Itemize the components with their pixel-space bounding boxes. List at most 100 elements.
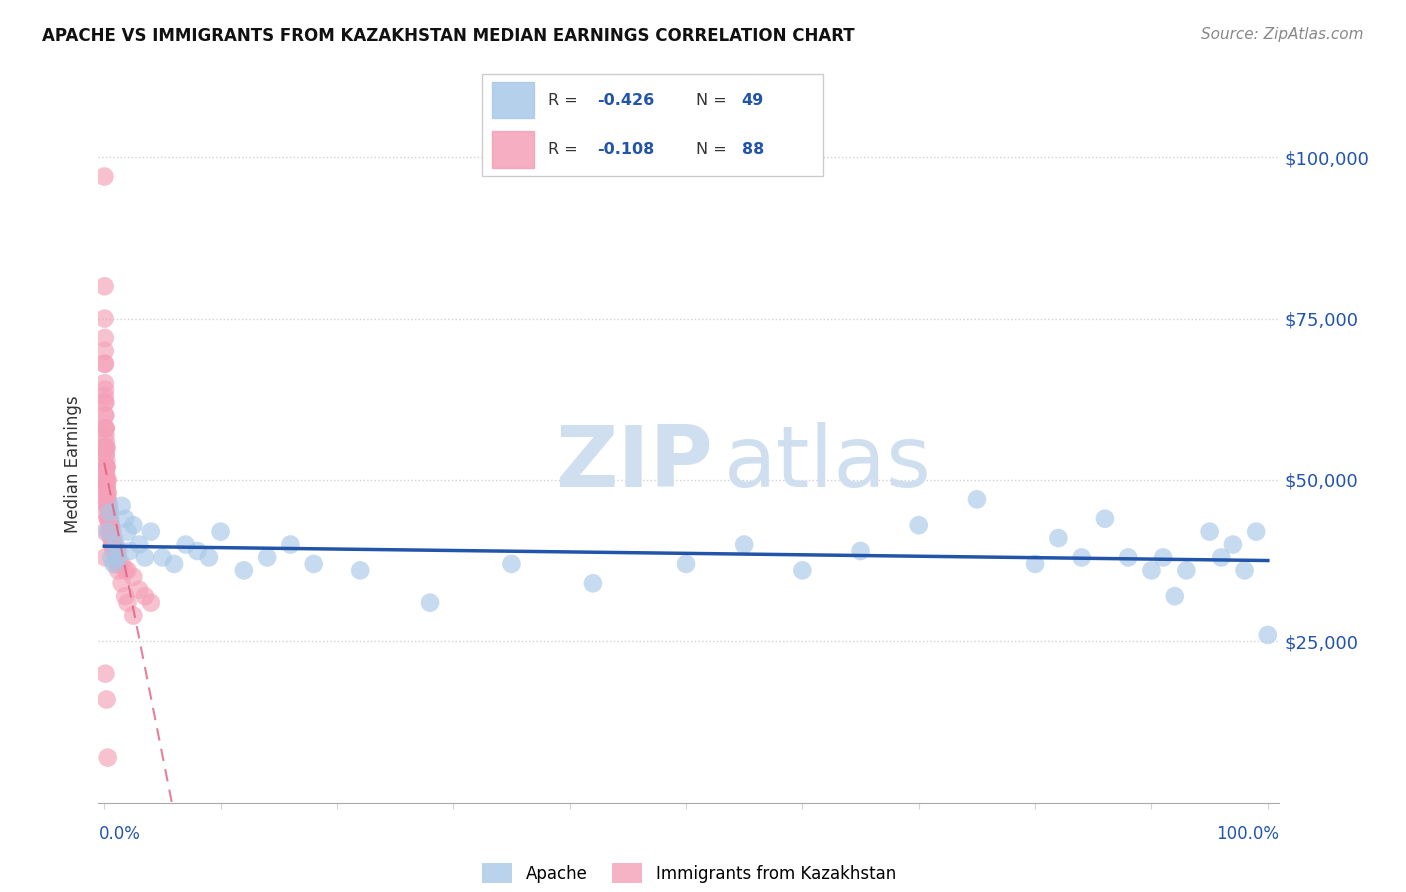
Point	[104, 537, 127, 551]
Point	[103, 544, 125, 558]
Point	[1140, 563, 1163, 577]
Point	[349, 563, 371, 577]
Point	[93, 473, 115, 487]
Point	[198, 550, 221, 565]
Point	[849, 544, 872, 558]
Point	[96, 460, 118, 475]
Point	[128, 537, 150, 551]
Point	[419, 596, 441, 610]
Point	[1233, 563, 1256, 577]
Point	[94, 486, 117, 500]
Text: APACHE VS IMMIGRANTS FROM KAZAKHSTAN MEDIAN EARNINGS CORRELATION CHART: APACHE VS IMMIGRANTS FROM KAZAKHSTAN MED…	[42, 27, 855, 45]
Point	[93, 343, 115, 358]
Point	[94, 550, 117, 565]
Point	[94, 524, 117, 539]
Point	[93, 441, 115, 455]
Point	[104, 537, 127, 551]
FancyBboxPatch shape	[481, 73, 823, 177]
Point	[96, 473, 118, 487]
Point	[97, 512, 120, 526]
Point	[94, 421, 117, 435]
Point	[104, 544, 127, 558]
Point	[94, 389, 117, 403]
Point	[96, 460, 118, 475]
Point	[94, 505, 117, 519]
Point	[114, 512, 136, 526]
Point	[94, 331, 117, 345]
Point	[1047, 531, 1070, 545]
Point	[114, 563, 136, 577]
Point	[114, 589, 136, 603]
Point	[232, 563, 254, 577]
Point	[1070, 550, 1092, 565]
Point	[94, 376, 117, 391]
Point	[280, 537, 302, 551]
Point	[1198, 524, 1220, 539]
Point	[100, 531, 122, 545]
Point	[103, 531, 125, 545]
Point	[97, 512, 120, 526]
Point	[94, 666, 117, 681]
Point	[94, 441, 117, 455]
Point	[94, 434, 117, 449]
Point	[94, 447, 117, 461]
Point	[98, 512, 121, 526]
Point	[174, 537, 197, 551]
Point	[107, 544, 129, 558]
Text: atlas: atlas	[724, 422, 932, 506]
Text: N =: N =	[696, 142, 733, 157]
Point	[100, 531, 122, 545]
Point	[97, 524, 120, 539]
Point	[94, 467, 117, 481]
Point	[186, 544, 208, 558]
Text: 0.0%: 0.0%	[98, 825, 141, 843]
Point	[96, 692, 118, 706]
Bar	[492, 131, 534, 168]
Point	[122, 608, 145, 623]
Point	[100, 518, 122, 533]
Point	[96, 441, 118, 455]
Point	[1257, 628, 1279, 642]
Text: -0.108: -0.108	[598, 142, 655, 157]
Point	[1152, 550, 1174, 565]
Point	[94, 383, 117, 397]
Text: Source: ZipAtlas.com: Source: ZipAtlas.com	[1201, 27, 1364, 42]
Point	[117, 524, 139, 539]
Point	[94, 421, 117, 435]
Point	[97, 512, 120, 526]
Point	[122, 570, 145, 584]
Point	[96, 479, 118, 493]
Point	[101, 537, 124, 551]
Point	[1164, 589, 1187, 603]
Point	[94, 421, 117, 435]
Text: ZIP: ZIP	[555, 422, 713, 506]
Point	[93, 311, 115, 326]
Point	[97, 499, 120, 513]
Point	[152, 550, 174, 565]
Point	[97, 499, 120, 513]
Text: R =: R =	[548, 142, 583, 157]
Point	[96, 479, 118, 493]
Point	[1244, 524, 1267, 539]
Point	[94, 460, 117, 475]
Point	[111, 557, 134, 571]
Point	[209, 524, 232, 539]
Point	[97, 486, 120, 500]
Point	[111, 576, 134, 591]
Point	[97, 499, 120, 513]
Point	[163, 557, 186, 571]
Point	[117, 563, 139, 577]
Text: 49: 49	[742, 93, 763, 108]
Point	[94, 409, 117, 423]
Point	[792, 563, 814, 577]
Point	[96, 492, 118, 507]
Point	[94, 427, 117, 442]
Point	[1116, 550, 1139, 565]
Point	[139, 524, 162, 539]
Point	[139, 596, 162, 610]
Point	[94, 447, 117, 461]
Point	[966, 492, 988, 507]
Point	[1024, 557, 1046, 571]
Point	[94, 395, 117, 409]
Point	[94, 473, 117, 487]
